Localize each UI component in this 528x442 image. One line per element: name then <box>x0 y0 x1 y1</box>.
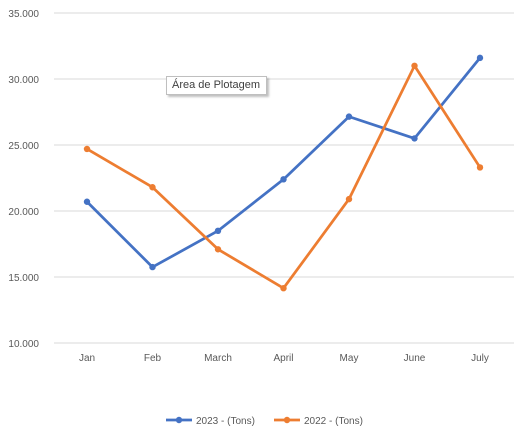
legend-marker <box>175 416 183 424</box>
x-tick-label: July <box>471 353 489 364</box>
data-point <box>411 62 418 69</box>
y-tick-label: 10.000 <box>8 339 39 350</box>
legend-label: 2022 - (Tons) <box>304 416 363 427</box>
data-point <box>476 164 484 171</box>
data-point <box>83 145 91 153</box>
data-point <box>345 113 353 120</box>
y-tick-label: 30.000 <box>8 75 39 86</box>
plot-area-tooltip: Área de Plotagem <box>166 76 268 95</box>
data-point <box>280 176 287 183</box>
legend-label: 2023 - (Tons) <box>196 416 255 427</box>
x-tick-label: March <box>204 353 232 364</box>
x-tick-label: Feb <box>144 353 162 364</box>
x-tick-label: June <box>404 353 426 364</box>
data-point <box>214 246 222 253</box>
y-tick-label: 15.000 <box>8 273 39 284</box>
legend-marker <box>283 416 291 424</box>
y-tick-label: 20.000 <box>8 207 39 218</box>
data-point <box>149 184 156 191</box>
data-point <box>411 135 418 142</box>
y-tick-label: 25.000 <box>8 141 39 152</box>
data-point <box>280 285 287 292</box>
x-tick-label: May <box>340 353 359 364</box>
data-point <box>214 227 222 234</box>
data-point <box>83 198 91 205</box>
data-point <box>149 263 156 271</box>
x-tick-label: Jan <box>79 353 95 364</box>
data-point <box>476 54 484 62</box>
y-tick-label: 35.000 <box>8 9 39 20</box>
data-point <box>345 195 353 203</box>
series-line-1 <box>85 56 482 269</box>
x-tick-label: April <box>273 353 293 364</box>
